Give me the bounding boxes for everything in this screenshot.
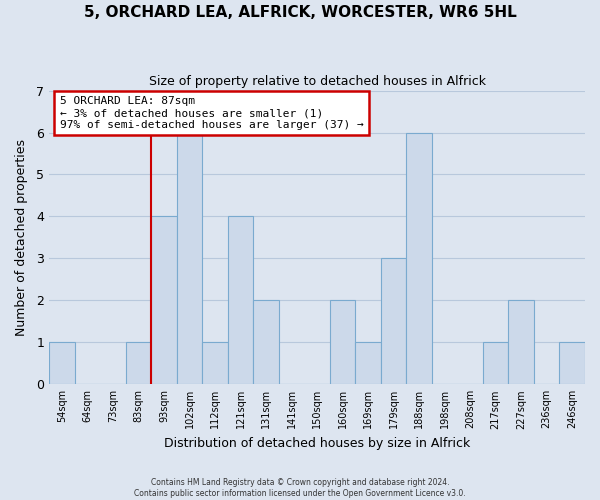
Title: Size of property relative to detached houses in Alfrick: Size of property relative to detached ho… <box>149 75 485 88</box>
Bar <box>49 342 75 384</box>
Bar <box>330 300 355 384</box>
Bar <box>381 258 406 384</box>
Bar <box>406 132 432 384</box>
Bar <box>559 342 585 384</box>
X-axis label: Distribution of detached houses by size in Alfrick: Distribution of detached houses by size … <box>164 437 470 450</box>
Bar <box>202 342 228 384</box>
Bar <box>253 300 279 384</box>
Text: Contains HM Land Registry data © Crown copyright and database right 2024.
Contai: Contains HM Land Registry data © Crown c… <box>134 478 466 498</box>
Text: 5, ORCHARD LEA, ALFRICK, WORCESTER, WR6 5HL: 5, ORCHARD LEA, ALFRICK, WORCESTER, WR6 … <box>83 5 517 20</box>
Bar <box>355 342 381 384</box>
Text: 5 ORCHARD LEA: 87sqm
← 3% of detached houses are smaller (1)
97% of semi-detache: 5 ORCHARD LEA: 87sqm ← 3% of detached ho… <box>60 96 364 130</box>
Y-axis label: Number of detached properties: Number of detached properties <box>15 139 28 336</box>
Bar <box>228 216 253 384</box>
Bar <box>177 132 202 384</box>
Bar <box>126 342 151 384</box>
Bar <box>508 300 534 384</box>
Bar <box>151 216 177 384</box>
Bar <box>483 342 508 384</box>
